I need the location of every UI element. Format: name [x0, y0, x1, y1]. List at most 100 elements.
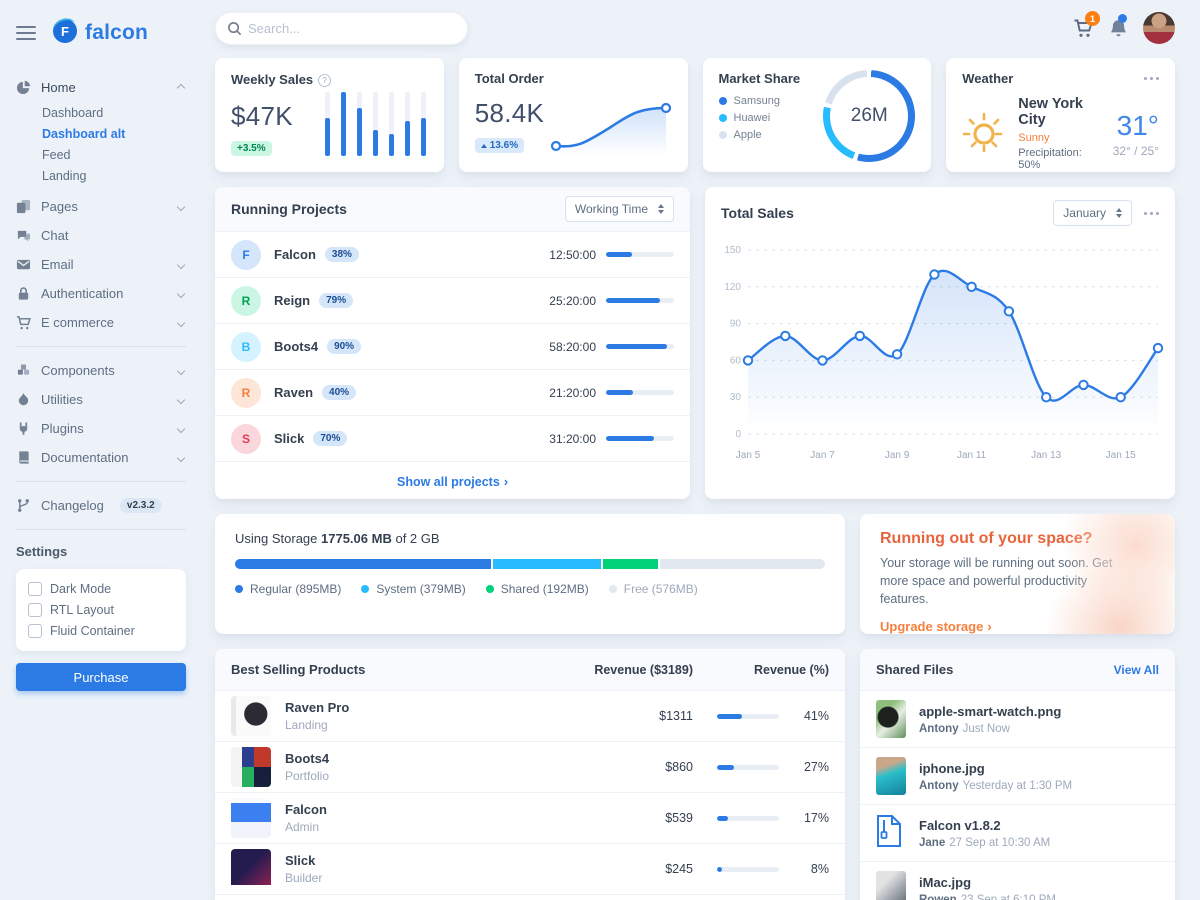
- more-menu-icon[interactable]: [1144, 73, 1159, 84]
- legend-dot: [718, 131, 727, 139]
- table-row[interactable]: Falcon Admin $539 17%: [215, 793, 845, 844]
- working-time-select[interactable]: Working Time: [564, 196, 674, 222]
- sidebar-item-email[interactable]: Email: [16, 250, 186, 279]
- promo-body: Your storage will be running out soon. G…: [880, 556, 1113, 607]
- dark-mode-toggle[interactable]: Dark Mode: [28, 582, 174, 596]
- user-avatar[interactable]: [1143, 12, 1175, 44]
- sidebar-item-pages[interactable]: Pages: [16, 192, 186, 221]
- weather-range: 32° / 25°: [1112, 143, 1159, 158]
- product-thumbnail: [231, 849, 271, 889]
- progress-bar: [606, 436, 674, 441]
- progress-badge: 79%: [319, 293, 354, 308]
- chevron-down-icon: [176, 453, 186, 462]
- help-icon[interactable]: ?: [318, 74, 332, 87]
- sidebar-item-components[interactable]: Components: [16, 356, 186, 385]
- search-input[interactable]: [215, 11, 468, 45]
- cart-button[interactable]: 1: [1073, 11, 1100, 38]
- list-item[interactable]: apple-smart-watch.png Antony Just Now: [860, 691, 1175, 748]
- project-row[interactable]: F Falcon 38% 12:50:00: [215, 232, 690, 278]
- sidebar-item-landing[interactable]: Landing: [42, 168, 87, 183]
- sidebar-item-plugins[interactable]: Plugins: [16, 414, 186, 443]
- upgrade-storage-link[interactable]: Upgrade storage ›: [880, 619, 992, 634]
- chevron-down-icon: [176, 424, 186, 433]
- rtl-layout-toggle[interactable]: RTL Layout: [28, 603, 174, 617]
- shopping-cart-icon: [16, 315, 31, 330]
- upgrade-storage-card: Running out of your space? Your storage …: [860, 514, 1175, 634]
- revenue-progress-bar: [717, 713, 779, 719]
- sidebar-item-ecommerce[interactable]: E commerce: [16, 308, 186, 337]
- running-projects-card: Running Projects Working Time F Falcon 3…: [215, 187, 690, 499]
- fluid-container-checkbox[interactable]: [28, 624, 42, 638]
- revenue-progress-bar: [717, 764, 779, 770]
- app-logo[interactable]: F falcon: [51, 16, 148, 49]
- project-row[interactable]: R Reign 79% 25:20:00: [215, 278, 690, 324]
- table-row[interactable]: Raven Pro Landing $1311 41%: [215, 691, 845, 742]
- sidebar-item-utilities[interactable]: Utilities: [16, 385, 186, 414]
- storage-card: Using Storage 1775.06 MB of 2 GB Regular…: [215, 514, 845, 634]
- legend-item: Huawei: [718, 112, 916, 124]
- sidebar-item-home[interactable]: Home: [16, 73, 186, 102]
- product-thumbnail: [231, 798, 271, 838]
- view-all-link[interactable]: View All: [1113, 662, 1159, 677]
- more-menu-icon[interactable]: [1144, 208, 1159, 219]
- list-item[interactable]: iMac.jpg Rowen 23 Sep at 6:10 PM: [860, 862, 1175, 900]
- svg-text:F: F: [61, 24, 69, 39]
- caret-up-icon: [480, 144, 487, 148]
- sidebar-item-dashboard[interactable]: Dashboard: [42, 105, 104, 120]
- sidebar-item-feed[interactable]: Feed: [42, 147, 71, 162]
- divider: [16, 346, 186, 347]
- total-order-sparkline: [550, 102, 671, 156]
- list-item[interactable]: Falcon v1.8.2 Jane 27 Sep at 10:30 AM: [860, 805, 1175, 862]
- table-row[interactable]: Boots4 Portfolio $860 27%: [215, 742, 845, 793]
- weekly-sales-badge: +3.5%: [231, 141, 272, 156]
- product-thumbnail: [231, 696, 271, 736]
- month-select[interactable]: January: [1053, 200, 1132, 226]
- total-order-card: Total Order 58.4K 13.6%: [458, 58, 688, 172]
- app-title: falcon: [85, 20, 149, 44]
- sidebar-item-documentation[interactable]: Documentation: [16, 443, 186, 472]
- progress-bar: [606, 390, 674, 395]
- column-header-percent: Revenue (%): [753, 662, 829, 677]
- table-row[interactable]: [215, 895, 845, 900]
- avatar: B: [231, 331, 261, 362]
- sidebar-item-dashboard-alt[interactable]: Dashboard alt: [42, 126, 126, 141]
- legend-item: Free (576MB): [608, 582, 698, 596]
- sidebar-item-authentication[interactable]: Authentication: [16, 279, 186, 308]
- search-icon: [228, 21, 242, 35]
- project-row[interactable]: B Boots4 90% 58:20:00: [215, 324, 690, 370]
- progress-bar: [606, 298, 674, 303]
- fluid-container-toggle[interactable]: Fluid Container: [28, 624, 174, 638]
- hamburger-menu-icon[interactable]: [16, 25, 36, 40]
- svg-text:Jan 11: Jan 11: [957, 450, 987, 461]
- topbar: 1: [215, 0, 1175, 56]
- dark-mode-checkbox[interactable]: [28, 582, 42, 596]
- chevron-down-icon: [176, 260, 186, 269]
- legend-item: Apple: [718, 129, 916, 141]
- rtl-layout-checkbox[interactable]: [28, 603, 42, 617]
- show-all-projects-link[interactable]: Show all projects ›: [397, 475, 508, 489]
- file-thumbnail: [876, 757, 906, 795]
- pie-chart-icon: [16, 80, 31, 95]
- chevron-up-icon: [176, 83, 186, 92]
- weather-condition: Sunny: [1018, 132, 1050, 144]
- sidebar-item-chat[interactable]: Chat: [16, 221, 186, 250]
- avatar: F: [231, 239, 261, 270]
- sort-arrows-icon: [658, 204, 664, 214]
- project-row[interactable]: R Raven 40% 21:20:00: [215, 370, 690, 416]
- shared-files-card: Shared Files View All apple-smart-watch.…: [860, 649, 1175, 900]
- weekly-sales-value: $47K: [231, 101, 293, 131]
- falcon-logo-icon: F: [51, 16, 79, 49]
- notifications-button[interactable]: [1109, 14, 1128, 38]
- copy-icon: [16, 199, 31, 214]
- purchase-button[interactable]: Purchase: [16, 663, 186, 691]
- divider: [16, 529, 186, 530]
- table-row[interactable]: Slick Builder $245 8%: [215, 844, 845, 895]
- sidebar: F falcon Home Dashboard Dashboard alt Fe…: [0, 0, 200, 900]
- project-row[interactable]: S Slick 70% 31:20:00: [215, 416, 690, 462]
- revenue-progress-bar: [717, 815, 779, 821]
- puzzle-icon: [16, 363, 31, 378]
- weather-card: Weather New York City Sunny Precipitatio…: [946, 58, 1175, 172]
- sidebar-item-changelog[interactable]: Changelog v2.3.2: [16, 491, 186, 520]
- svg-text:Jan 13: Jan 13: [1031, 450, 1061, 461]
- list-item[interactable]: iphone.jpg Antony Yesterday at 1:30 PM: [860, 748, 1175, 805]
